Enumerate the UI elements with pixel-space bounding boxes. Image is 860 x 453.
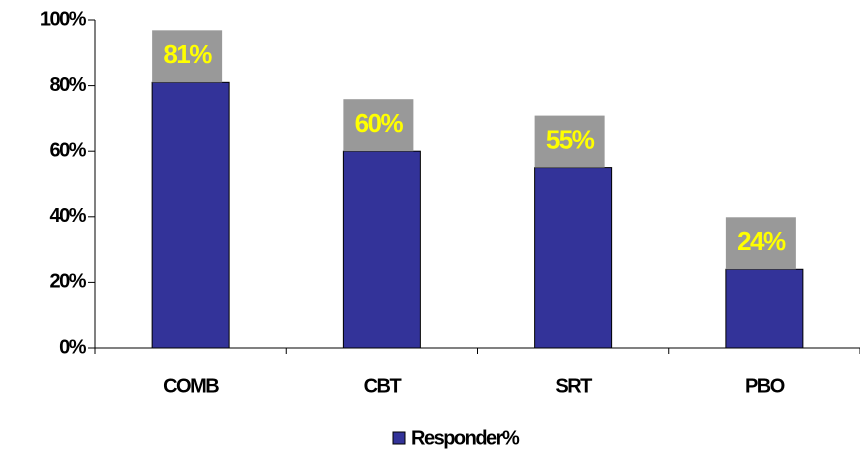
- y-tick-label: 100%: [40, 8, 87, 30]
- value-label: 81%: [163, 39, 212, 69]
- bar: [534, 167, 613, 349]
- x-tick-label: COMB: [163, 375, 219, 397]
- y-tick-label: 40%: [49, 205, 86, 227]
- x-tick-label: SRT: [555, 375, 592, 397]
- y-tick-label: 60%: [49, 139, 86, 161]
- x-tick-label: PBO: [745, 375, 785, 397]
- value-label: 24%: [737, 226, 786, 256]
- bar: [151, 81, 230, 349]
- bar: [342, 150, 421, 349]
- value-label-box: [725, 217, 796, 270]
- y-tick-label: 0%: [59, 336, 87, 358]
- value-label-box: [343, 99, 414, 152]
- value-label: 55%: [546, 124, 595, 154]
- y-tick-label: 80%: [49, 74, 86, 96]
- value-label: 60%: [355, 108, 404, 138]
- value-label-box: [152, 30, 223, 83]
- bar: [725, 268, 804, 349]
- legend-swatch: [392, 431, 406, 445]
- x-tick-label: CBT: [364, 375, 402, 397]
- y-tick-label: 20%: [49, 271, 86, 293]
- legend-label: Responder%: [411, 427, 520, 449]
- value-label-box: [534, 115, 605, 168]
